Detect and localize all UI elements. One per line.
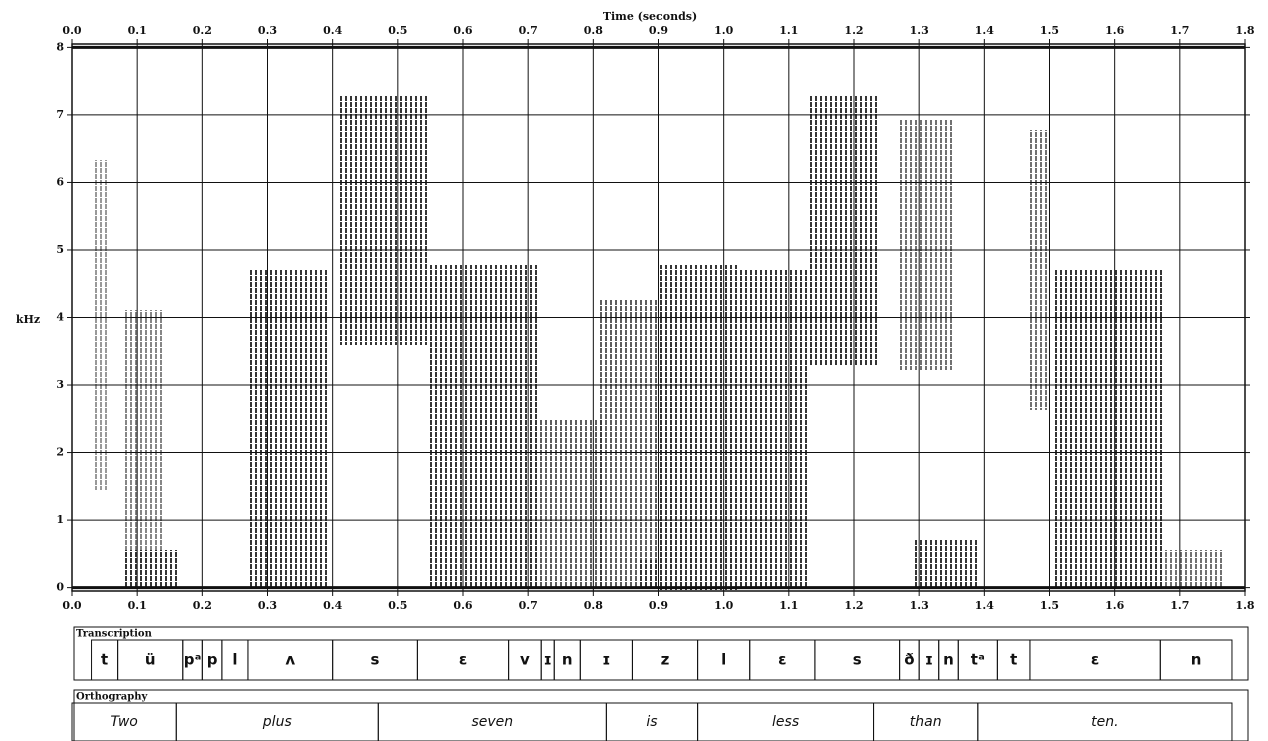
segment-label: s bbox=[853, 651, 862, 669]
x-tick-label: 1.6 bbox=[1105, 24, 1124, 37]
segment-label: ü bbox=[145, 651, 156, 669]
segment-label: n bbox=[943, 651, 954, 669]
x-tick-label: 1.5 bbox=[1040, 24, 1059, 37]
x-tick-label: 0.3 bbox=[258, 599, 277, 612]
x-tick-label: 0.0 bbox=[62, 24, 81, 37]
x-tick-label: 0.5 bbox=[388, 599, 407, 612]
y-tick-label: 7 bbox=[56, 108, 64, 121]
x-tick-label: 1.1 bbox=[779, 24, 798, 37]
segment-label: t bbox=[1010, 651, 1017, 669]
y-tick-label: 1 bbox=[56, 513, 64, 526]
x-tick-label: 1.5 bbox=[1040, 599, 1059, 612]
x-tick-label: 1.7 bbox=[1170, 24, 1189, 37]
x-tick-label: 1.0 bbox=[714, 599, 733, 612]
x-tick-label: 0.7 bbox=[519, 24, 538, 37]
x-tick-label: 1.1 bbox=[779, 599, 798, 612]
segment-label: seven bbox=[471, 714, 513, 730]
segment-label: ɛ bbox=[1091, 651, 1099, 669]
tier-name: Transcription bbox=[76, 629, 153, 640]
x-tick-label: 0.7 bbox=[519, 599, 538, 612]
x-tick-label: 1.3 bbox=[910, 24, 929, 37]
segment-label: l bbox=[721, 651, 726, 669]
x-tick-label: 0.5 bbox=[388, 24, 407, 37]
tier-segment bbox=[977, 702, 1233, 741]
segment-label: t bbox=[101, 651, 108, 669]
x-tick-label: 0.9 bbox=[649, 599, 668, 612]
x-tick-label: 0.8 bbox=[584, 24, 603, 37]
segment-label: v bbox=[520, 651, 530, 669]
segment-label: s bbox=[371, 651, 380, 669]
x-tick-label: 0.6 bbox=[453, 24, 472, 37]
segment-label: ɪ bbox=[925, 651, 933, 669]
segment-label: ð bbox=[904, 651, 914, 669]
y-tick-label: 8 bbox=[56, 40, 64, 53]
segment-label: pᵃ bbox=[184, 651, 202, 669]
x-tick-label: 1.3 bbox=[910, 599, 929, 612]
segment-label: less bbox=[772, 714, 799, 730]
tier-segment bbox=[1159, 639, 1233, 681]
segment-label: l bbox=[232, 651, 237, 669]
segment-label: ten. bbox=[1091, 714, 1118, 730]
x-tick-label: 0.9 bbox=[649, 24, 668, 37]
segment-label: is bbox=[646, 714, 657, 730]
x-tick-label: 1.8 bbox=[1235, 599, 1254, 612]
x-tick-label: 1.4 bbox=[975, 599, 994, 612]
x-tick-label: 0.8 bbox=[584, 599, 603, 612]
x-tick-label: 0.2 bbox=[193, 24, 212, 37]
x-tick-label: 0.6 bbox=[453, 599, 472, 612]
segment-label: p bbox=[207, 651, 218, 669]
segment-label: ɛ bbox=[459, 651, 467, 669]
y-tick-label: 2 bbox=[56, 446, 64, 459]
y-tick-label: 6 bbox=[56, 175, 64, 188]
x-tick-label: 1.2 bbox=[844, 24, 863, 37]
x-tick-label: 1.4 bbox=[975, 24, 994, 37]
x-tick-label: 0.4 bbox=[323, 599, 342, 612]
y-tick-label: 0 bbox=[56, 581, 64, 594]
x-tick-label: 0.4 bbox=[323, 24, 342, 37]
segment-label: ɪ bbox=[602, 651, 610, 669]
segment-label: ɛ bbox=[778, 651, 786, 669]
x-tick-label: 1.7 bbox=[1170, 599, 1189, 612]
y-tick-label: 4 bbox=[56, 311, 64, 324]
segment-label: Two bbox=[110, 714, 137, 730]
x-tick-label: 0.3 bbox=[258, 24, 277, 37]
tier-frame bbox=[73, 689, 1249, 741]
x-tick-label: 0.1 bbox=[128, 599, 147, 612]
segment-label: tᵃ bbox=[971, 651, 985, 669]
segment-label: ʌ bbox=[285, 651, 295, 669]
tier-name: Orthography bbox=[76, 692, 149, 703]
y-tick-label: 3 bbox=[56, 378, 64, 391]
spectral-energy bbox=[92, 95, 1225, 590]
y-tick-label: 5 bbox=[56, 243, 64, 256]
segment-label: ɪ bbox=[544, 651, 552, 669]
x-tick-label: 1.0 bbox=[714, 24, 733, 37]
segment-label: n bbox=[1191, 651, 1202, 669]
x-tick-label: 0.1 bbox=[128, 24, 147, 37]
x-tick-label: 1.8 bbox=[1235, 24, 1254, 37]
x-tick-label: 1.2 bbox=[844, 599, 863, 612]
segment-label: than bbox=[910, 714, 942, 730]
y-axis-title: kHz bbox=[16, 313, 40, 326]
segment-label: plus bbox=[262, 714, 292, 730]
x-tick-label: 0.0 bbox=[62, 599, 81, 612]
x-tick-label: 1.6 bbox=[1105, 599, 1124, 612]
x-tick-label: 0.2 bbox=[193, 599, 212, 612]
segment-label: n bbox=[562, 651, 573, 669]
x-axis-title: Time (seconds) bbox=[603, 10, 697, 23]
segment-label: z bbox=[661, 651, 670, 669]
